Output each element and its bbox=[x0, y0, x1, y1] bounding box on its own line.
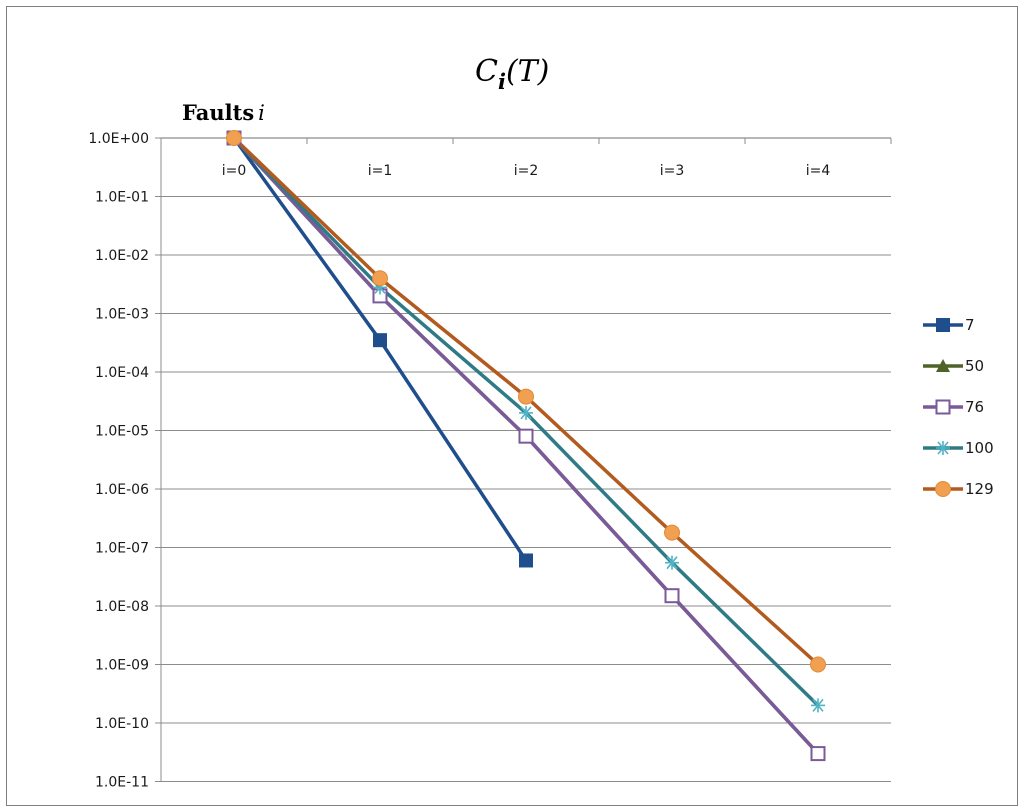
data-point-129 bbox=[226, 130, 242, 146]
y-tick-label: 1.0E-11 bbox=[95, 775, 149, 791]
svg-text:Ci(T): Ci(T) bbox=[475, 54, 549, 94]
axis-label-word: Faults bbox=[182, 100, 254, 125]
x-tick-label: i=3 bbox=[660, 163, 685, 179]
legend-marker bbox=[935, 481, 951, 497]
x-axis-ticks: i=0 i=1 i=2 i=3 i=4 bbox=[160, 138, 892, 179]
legend-label: 76 bbox=[965, 398, 984, 416]
data-point-129 bbox=[810, 656, 826, 673]
series-line-7 bbox=[232, 136, 528, 562]
series-line-76 bbox=[232, 136, 820, 755]
x-tick-label: i=1 bbox=[368, 163, 393, 179]
y-tick-label: 1.0E-01 bbox=[95, 190, 149, 206]
y-tick-label: 1.0E-07 bbox=[95, 541, 149, 557]
legend-label: 50 bbox=[965, 357, 984, 375]
legend-marker bbox=[936, 441, 950, 455]
chart-svg: Ci(T) Faults i 1.0E+001.0E-011.0E-021.0E-… bbox=[88, 54, 994, 791]
series-lines bbox=[232, 136, 820, 755]
data-point-129 bbox=[664, 524, 680, 541]
x-tick-label: i=2 bbox=[514, 163, 539, 179]
data-point-100 bbox=[519, 405, 533, 420]
y-tick-label: 1.0E-10 bbox=[95, 716, 149, 732]
x-tick-label: i=4 bbox=[806, 163, 831, 179]
legend-label: 100 bbox=[965, 439, 994, 457]
legend-label: 7 bbox=[965, 316, 975, 334]
gridlines bbox=[161, 137, 891, 782]
y-tick-label: 1.0E+00 bbox=[88, 131, 149, 147]
y-tick-label: 1.0E-09 bbox=[95, 658, 149, 674]
data-point-76 bbox=[664, 588, 680, 604]
y-tick-label: 1.0E-04 bbox=[95, 365, 149, 381]
axes bbox=[160, 137, 891, 782]
y-tick-label: 1.0E-02 bbox=[95, 248, 149, 264]
data-point-100 bbox=[811, 698, 825, 713]
y-axis-ticks: 1.0E+00 1.0E-01 1.0E-02 1.0E-03 1.0E-04 1.0E-… bbox=[88, 131, 161, 791]
chart-title-main: C bbox=[475, 54, 498, 89]
data-point-7 bbox=[373, 333, 387, 348]
legend-label: 129 bbox=[965, 480, 994, 498]
data-point-129 bbox=[372, 270, 388, 287]
legend-item-76: 76 bbox=[923, 398, 984, 416]
data-point-7 bbox=[519, 553, 533, 568]
legend-item-129: 129 bbox=[923, 480, 994, 498]
y-tick-label: 1.0E-05 bbox=[95, 424, 149, 440]
data-point-76 bbox=[518, 428, 534, 444]
data-point-129 bbox=[518, 388, 534, 405]
x-tick-label: i=0 bbox=[222, 163, 247, 179]
axis-label-variable: i bbox=[258, 101, 265, 125]
legend-item-50: 50 bbox=[923, 357, 984, 375]
legend-marker bbox=[936, 318, 950, 332]
legend-marker bbox=[936, 359, 950, 372]
legend-marker bbox=[935, 399, 951, 415]
legend: 7 50 76 100 129 bbox=[923, 316, 994, 498]
legend-item-7: 7 bbox=[923, 316, 975, 334]
chart-title-paren: (T) bbox=[506, 54, 549, 89]
legend-item-100: 100 bbox=[923, 439, 994, 457]
series-markers bbox=[226, 130, 826, 762]
chart-title-subscript: i bbox=[498, 69, 506, 94]
data-point-76 bbox=[810, 746, 826, 762]
data-point-100 bbox=[665, 555, 679, 570]
axis-label: Faults i bbox=[182, 100, 265, 125]
y-tick-label: 1.0E-06 bbox=[95, 482, 149, 498]
y-tick-label: 1.0E-03 bbox=[95, 307, 149, 323]
chart-title: Ci(T) bbox=[475, 54, 549, 94]
y-tick-label: 1.0E-08 bbox=[95, 599, 149, 615]
chart-frame: Ci(T) Faults i 1.0E+00 1.0E-01 1.0E-02 1.0E-… bbox=[6, 6, 1018, 806]
